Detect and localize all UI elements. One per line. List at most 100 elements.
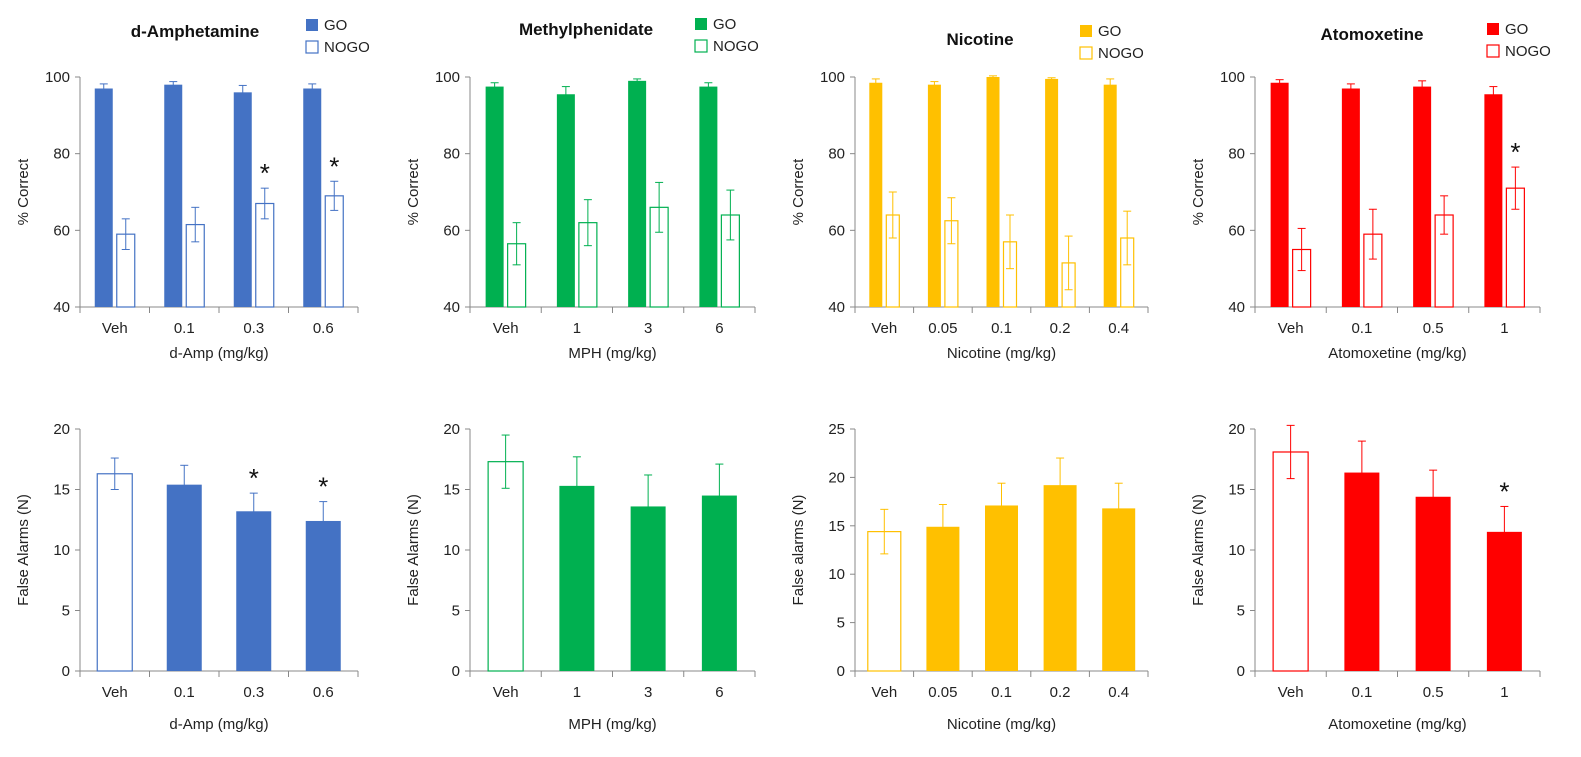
y-tick-label: 20 — [828, 469, 845, 486]
x-tick-label: 6 — [715, 320, 723, 337]
bar — [236, 511, 272, 671]
x-tick-label: Veh — [493, 684, 519, 701]
x-tick-label: 0.5 — [1423, 320, 1444, 337]
x-tick-label: 0.1 — [991, 684, 1012, 701]
x-axis-label: d-Amp (mg/kg) — [169, 345, 268, 362]
x-tick-label: 0.6 — [313, 320, 334, 337]
y-axis-label: % Correct — [15, 158, 32, 226]
y-axis-label: % Correct — [1190, 158, 1207, 226]
y-tick-label: 20 — [1228, 421, 1245, 438]
bar — [699, 86, 718, 307]
bar — [927, 84, 941, 308]
y-axis-label: % Correct — [790, 158, 807, 226]
x-tick-label: 1 — [573, 684, 581, 701]
y-tick-label: 5 — [837, 615, 845, 632]
x-tick-label: 0.05 — [928, 684, 957, 701]
bar — [96, 473, 133, 672]
legend-label: NOGO — [713, 38, 759, 55]
y-tick-label: 80 — [1228, 146, 1245, 163]
x-tick-label: 0.5 — [1423, 684, 1444, 701]
y-tick-label: 20 — [443, 421, 460, 438]
y-tick-label: 40 — [828, 299, 845, 316]
bar — [926, 526, 960, 671]
x-tick-label: Veh — [493, 320, 519, 337]
bar — [1272, 451, 1309, 672]
y-tick-label: 5 — [1237, 603, 1245, 620]
bar — [1043, 485, 1077, 671]
x-tick-label: 0.2 — [1050, 684, 1071, 701]
y-axis-label: False alarms (N) — [790, 495, 807, 606]
legend-swatch — [305, 40, 319, 54]
legend-label: GO — [1505, 21, 1528, 38]
y-tick-label: 15 — [828, 518, 845, 535]
bar — [324, 195, 344, 308]
significance-star: * — [1510, 137, 1520, 167]
x-tick-label: Veh — [1278, 684, 1304, 701]
y-tick-label: 10 — [828, 566, 845, 583]
y-tick-label: 5 — [62, 603, 70, 620]
y-tick-label: 0 — [837, 663, 845, 680]
y-tick-label: 60 — [53, 222, 70, 239]
x-tick-label: 6 — [715, 684, 723, 701]
chart-title: d-Amphetamine — [131, 22, 259, 41]
x-tick-label: 0.6 — [313, 684, 334, 701]
chart-title: Atomoxetine — [1321, 25, 1424, 44]
x-tick-label: 0.1 — [1351, 684, 1372, 701]
y-tick-label: 60 — [443, 222, 460, 239]
x-tick-label: 3 — [644, 684, 652, 701]
legend-label: GO — [1098, 23, 1121, 40]
legend-swatch — [695, 18, 707, 30]
x-tick-label: 0.1 — [174, 684, 195, 701]
y-tick-label: 100 — [45, 69, 70, 86]
bar — [1415, 496, 1451, 671]
y-tick-label: 25 — [828, 421, 845, 438]
y-tick-label: 15 — [443, 482, 460, 499]
bar — [628, 80, 647, 307]
bar — [1102, 508, 1136, 671]
bar — [303, 88, 322, 307]
y-tick-label: 10 — [1228, 542, 1245, 559]
x-axis-label: Atomoxetine (mg/kg) — [1328, 345, 1466, 362]
y-tick-label: 40 — [443, 299, 460, 316]
y-tick-label: 100 — [435, 69, 460, 86]
legend-label: NOGO — [324, 39, 370, 56]
significance-star: * — [329, 151, 339, 181]
x-tick-label: 1 — [573, 320, 581, 337]
y-tick-label: 100 — [820, 69, 845, 86]
x-tick-label: 0.1 — [991, 320, 1012, 337]
x-axis-label: Nicotine (mg/kg) — [947, 716, 1056, 733]
x-tick-label: 0.4 — [1108, 320, 1129, 337]
x-axis-label: Nicotine (mg/kg) — [947, 345, 1056, 362]
y-tick-label: 20 — [53, 421, 70, 438]
bar — [1341, 88, 1360, 307]
legend-label: NOGO — [1098, 45, 1144, 62]
y-axis-label: % Correct — [405, 158, 422, 226]
x-tick-label: Veh — [1278, 320, 1304, 337]
bar — [164, 84, 183, 308]
bar — [1413, 86, 1432, 307]
x-tick-label: 0.1 — [174, 320, 195, 337]
y-tick-label: 80 — [53, 146, 70, 163]
x-tick-label: 0.1 — [1351, 320, 1372, 337]
legend-swatch — [306, 19, 318, 31]
y-axis-label: False Alarms (N) — [15, 494, 32, 606]
x-axis-label: d-Amp (mg/kg) — [169, 716, 268, 733]
x-tick-label: 3 — [644, 320, 652, 337]
y-tick-label: 100 — [1220, 69, 1245, 86]
bar — [233, 92, 252, 307]
x-tick-label: Veh — [102, 320, 128, 337]
y-tick-label: 0 — [452, 663, 460, 680]
y-tick-label: 80 — [828, 146, 845, 163]
legend-swatch — [694, 39, 708, 53]
bar — [1344, 472, 1380, 671]
x-tick-label: 1 — [1500, 684, 1508, 701]
bar — [559, 485, 595, 671]
legend-swatch — [1487, 23, 1499, 35]
bar — [1484, 94, 1503, 307]
x-tick-label: 0.4 — [1108, 684, 1129, 701]
y-tick-label: 0 — [62, 663, 70, 680]
legend-swatch — [1079, 46, 1093, 60]
x-tick-label: Veh — [102, 684, 128, 701]
x-axis-label: Atomoxetine (mg/kg) — [1328, 716, 1466, 733]
